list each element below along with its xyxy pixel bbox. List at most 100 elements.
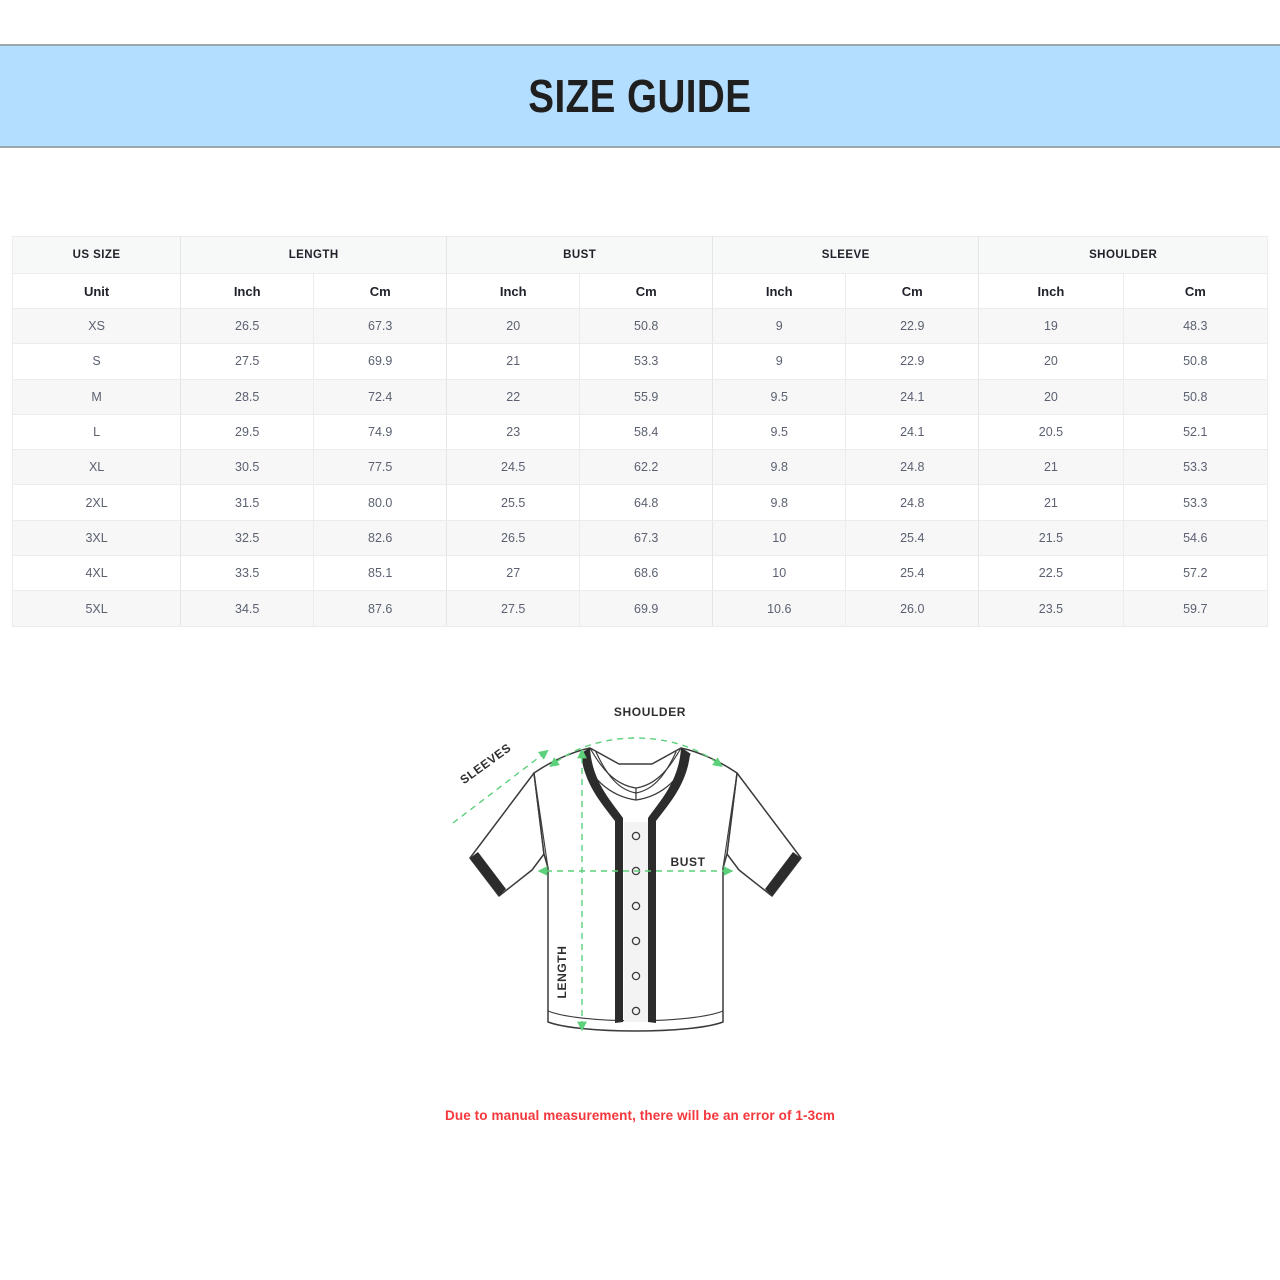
cell-bust-inch: 25.5	[446, 484, 581, 521]
table-row: 3XL 32.5 82.6 26.5 67.3 10 25.4 21.5 54.…	[11, 519, 1269, 557]
unit-header-length-cm: Cm	[313, 273, 448, 309]
unit-header-sleeve-cm: Cm	[845, 273, 980, 309]
cell-sleeve-inch: 9.8	[712, 449, 847, 486]
label-sleeves: SLEEVES	[457, 741, 513, 787]
size-guide-banner: SIZE GUIDE	[0, 44, 1280, 148]
cell-sleeve-inch: 10	[712, 555, 847, 592]
cell-sleeve-inch: 9.8	[712, 484, 847, 521]
cell-length-cm: 72.4	[313, 378, 448, 415]
table-row: 5XL 34.5 87.6 27.5 69.9 10.6 26.0 23.5 5…	[11, 590, 1269, 627]
cell-bust-cm: 69.9	[579, 590, 714, 627]
cell-shoulder-inch: 20.5	[978, 413, 1124, 451]
cell-shoulder-cm: 54.6	[1122, 519, 1269, 557]
table-row: XS 26.5 67.3 20 50.8 9 22.9 19 48.3	[11, 307, 1269, 345]
cell-shoulder-cm: 53.3	[1122, 449, 1269, 486]
cell-sleeve-cm: 24.8	[845, 449, 980, 486]
group-header-length: LENGTH	[180, 236, 448, 274]
cell-bust-cm: 62.2	[579, 449, 714, 486]
cell-length-cm: 85.1	[313, 555, 448, 592]
size-table-container: US SIZE LENGTH BUST SLEEVE SHOULDER Unit…	[11, 236, 1269, 627]
cell-bust-cm: 67.3	[579, 519, 714, 557]
cell-bust-inch: 26.5	[446, 519, 581, 557]
cell-size: M	[11, 378, 182, 415]
cell-size: S	[11, 343, 182, 380]
cell-shoulder-cm: 48.3	[1122, 307, 1269, 345]
cell-shoulder-cm: 57.2	[1122, 555, 1269, 592]
label-shoulder: SHOULDER	[614, 705, 686, 719]
table-row: S 27.5 69.9 21 53.3 9 22.9 20 50.8	[11, 343, 1269, 380]
page-title: SIZE GUIDE	[528, 70, 752, 122]
cell-bust-inch: 24.5	[446, 449, 581, 486]
cell-bust-inch: 21	[446, 343, 581, 380]
measurement-disclaimer: Due to manual measurement, there will be…	[445, 1108, 835, 1123]
cell-length-cm: 87.6	[313, 590, 448, 627]
cell-bust-inch: 27	[446, 555, 581, 592]
cell-length-inch: 31.5	[180, 484, 315, 521]
cell-shoulder-inch: 21	[978, 484, 1124, 521]
cell-length-cm: 69.9	[313, 343, 448, 380]
jersey-trim	[470, 748, 801, 1023]
cell-sleeve-cm: 22.9	[845, 307, 980, 345]
cell-bust-cm: 68.6	[579, 555, 714, 592]
group-header-bust: BUST	[446, 236, 714, 274]
cell-size: 3XL	[11, 519, 182, 557]
unit-header-length-inch: Inch	[180, 273, 315, 309]
cell-sleeve-cm: 25.4	[845, 519, 980, 557]
cell-sleeve-cm: 24.8	[845, 484, 980, 521]
cell-length-cm: 80.0	[313, 484, 448, 521]
cell-bust-cm: 53.3	[579, 343, 714, 380]
cell-length-inch: 33.5	[180, 555, 315, 592]
unit-header-bust-inch: Inch	[446, 273, 581, 309]
jersey-measurement-diagram: SHOULDER SLEEVES BUST LENGTH	[440, 672, 860, 1092]
group-header-shoulder: SHOULDER	[978, 236, 1268, 274]
table-row: 4XL 33.5 85.1 27 68.6 10 25.4 22.5 57.2	[11, 555, 1269, 592]
cell-bust-inch: 23	[446, 413, 581, 451]
unit-header-shoulder-inch: Inch	[978, 273, 1124, 309]
cell-length-inch: 34.5	[180, 590, 315, 627]
cell-shoulder-inch: 20	[978, 343, 1124, 380]
cell-sleeve-inch: 9.5	[712, 378, 847, 415]
cell-size: L	[11, 413, 182, 451]
label-length: LENGTH	[555, 946, 569, 999]
unit-header-shoulder-cm: Cm	[1122, 273, 1269, 309]
cell-size: XL	[11, 449, 182, 486]
cell-shoulder-cm: 52.1	[1122, 413, 1269, 451]
cell-length-cm: 74.9	[313, 413, 448, 451]
cell-length-inch: 26.5	[180, 307, 315, 345]
cell-bust-cm: 55.9	[579, 378, 714, 415]
group-header-us-size: US SIZE	[11, 236, 182, 274]
cell-sleeve-cm: 24.1	[845, 378, 980, 415]
cell-shoulder-cm: 50.8	[1122, 378, 1269, 415]
table-unit-header-row: Unit Inch Cm Inch Cm Inch Cm Inch Cm	[11, 273, 1269, 309]
cell-length-inch: 30.5	[180, 449, 315, 486]
table-row: L 29.5 74.9 23 58.4 9.5 24.1 20.5 52.1	[11, 413, 1269, 451]
cell-bust-cm: 58.4	[579, 413, 714, 451]
size-chart-table: US SIZE LENGTH BUST SLEEVE SHOULDER Unit…	[11, 236, 1269, 627]
cell-sleeve-inch: 9.5	[712, 413, 847, 451]
cell-length-cm: 77.5	[313, 449, 448, 486]
measurement-guides	[452, 737, 734, 1032]
cell-shoulder-cm: 59.7	[1122, 590, 1269, 627]
cell-sleeve-cm: 25.4	[845, 555, 980, 592]
cell-sleeve-inch: 10	[712, 519, 847, 557]
cell-shoulder-cm: 53.3	[1122, 484, 1269, 521]
cell-sleeve-cm: 22.9	[845, 343, 980, 380]
cell-shoulder-inch: 23.5	[978, 590, 1124, 627]
cell-shoulder-inch: 20	[978, 378, 1124, 415]
cell-sleeve-cm: 24.1	[845, 413, 980, 451]
label-bust: BUST	[670, 855, 705, 869]
cell-length-inch: 28.5	[180, 378, 315, 415]
cell-shoulder-inch: 19	[978, 307, 1124, 345]
unit-header-unit: Unit	[11, 273, 182, 309]
cell-bust-inch: 22	[446, 378, 581, 415]
group-header-sleeve: SLEEVE	[712, 236, 980, 274]
unit-header-sleeve-inch: Inch	[712, 273, 847, 309]
cell-shoulder-inch: 21	[978, 449, 1124, 486]
table-row: 2XL 31.5 80.0 25.5 64.8 9.8 24.8 21 53.3	[11, 484, 1269, 521]
cell-size: 4XL	[11, 555, 182, 592]
cell-length-inch: 27.5	[180, 343, 315, 380]
table-group-header-row: US SIZE LENGTH BUST SLEEVE SHOULDER	[11, 236, 1268, 274]
cell-shoulder-inch: 22.5	[978, 555, 1124, 592]
size-table-body: XS 26.5 67.3 20 50.8 9 22.9 19 48.3 S 27…	[11, 307, 1269, 627]
cell-shoulder-inch: 21.5	[978, 519, 1124, 557]
